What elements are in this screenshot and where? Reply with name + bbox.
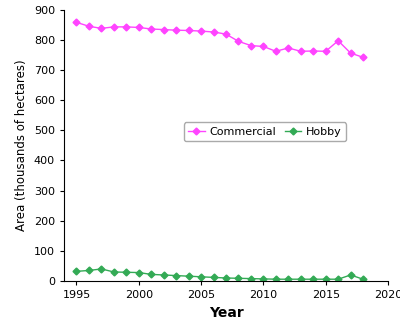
- Hobby: [298, 277, 303, 281]
- Hobby: [274, 277, 278, 281]
- Hobby: [311, 277, 316, 281]
- Commercial: [86, 24, 91, 28]
- Hobby: [323, 277, 328, 281]
- Hobby: [248, 277, 253, 281]
- Hobby: [149, 272, 154, 276]
- Commercial: [199, 29, 204, 33]
- Hobby: [361, 277, 366, 281]
- Commercial: [161, 28, 166, 32]
- Hobby: [124, 270, 129, 274]
- Commercial: [224, 32, 228, 36]
- Hobby: [336, 277, 340, 281]
- Commercial: [274, 49, 278, 53]
- Hobby: [261, 277, 266, 281]
- Commercial: [298, 49, 303, 53]
- Hobby: [136, 271, 141, 275]
- Commercial: [236, 39, 241, 43]
- X-axis label: Year: Year: [209, 306, 243, 319]
- Commercial: [149, 27, 154, 31]
- Commercial: [286, 46, 291, 50]
- Hobby: [112, 270, 116, 274]
- Commercial: [248, 44, 253, 47]
- Line: Commercial: Commercial: [74, 20, 366, 60]
- Commercial: [186, 28, 191, 32]
- Legend: Commercial, Hobby: Commercial, Hobby: [184, 122, 346, 141]
- Commercial: [311, 49, 316, 53]
- Commercial: [112, 25, 116, 29]
- Commercial: [99, 26, 104, 30]
- Commercial: [124, 25, 129, 29]
- Commercial: [336, 39, 340, 43]
- Commercial: [261, 45, 266, 48]
- Line: Hobby: Hobby: [74, 266, 366, 282]
- Hobby: [86, 268, 91, 272]
- Hobby: [211, 276, 216, 279]
- Commercial: [74, 20, 79, 24]
- Hobby: [224, 276, 228, 280]
- Hobby: [174, 274, 178, 277]
- Hobby: [99, 267, 104, 271]
- Hobby: [186, 274, 191, 278]
- Commercial: [211, 30, 216, 34]
- Hobby: [286, 277, 291, 281]
- Hobby: [74, 269, 79, 273]
- Hobby: [236, 276, 241, 280]
- Y-axis label: Area (thousands of hectares): Area (thousands of hectares): [15, 59, 28, 231]
- Commercial: [361, 55, 366, 59]
- Commercial: [174, 28, 178, 32]
- Hobby: [348, 273, 353, 277]
- Hobby: [161, 273, 166, 277]
- Hobby: [199, 275, 204, 279]
- Commercial: [348, 51, 353, 55]
- Commercial: [136, 26, 141, 29]
- Commercial: [323, 49, 328, 53]
